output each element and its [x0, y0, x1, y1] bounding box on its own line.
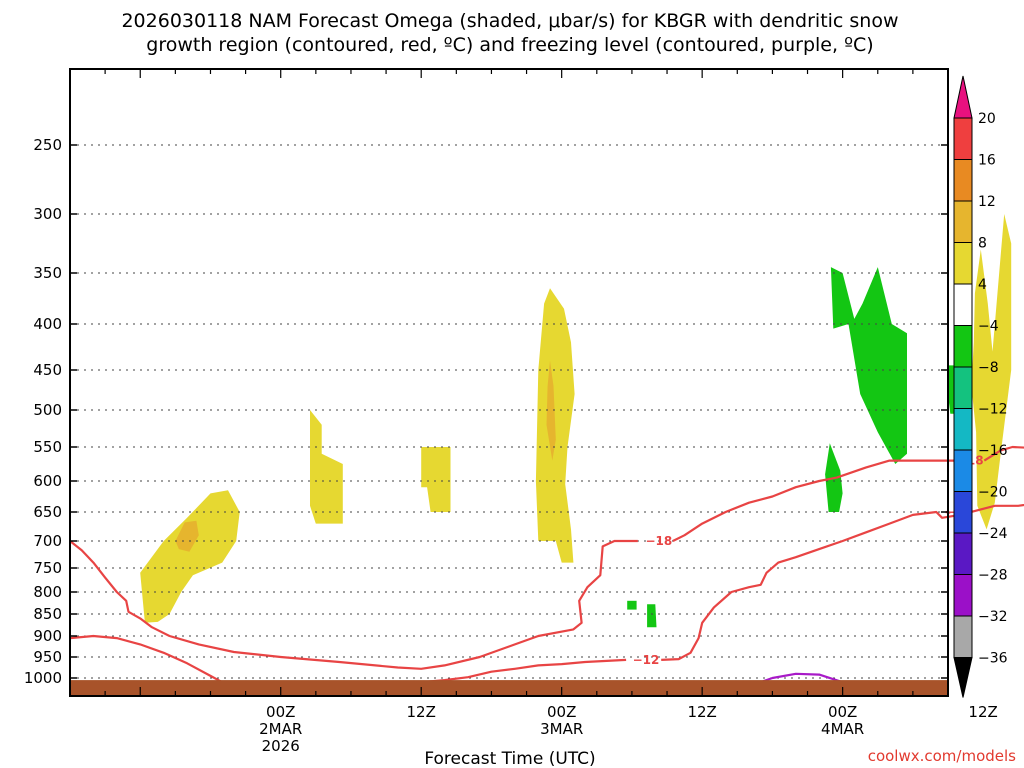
colorbar-tick-8: −16: [978, 443, 1008, 459]
colorbar-tick-9: −20: [978, 485, 1008, 501]
colorbar-seg-9: [953, 449, 973, 492]
colorbar-tick-7: −12: [978, 402, 1008, 418]
colorbar-seg-2: [953, 159, 973, 202]
colorbar-seg-8: [953, 408, 973, 451]
contour--18c: [983, 445, 1024, 462]
terrain: [70, 680, 948, 696]
ytick-label-800: 800: [33, 583, 62, 601]
colorbar-tick-1: 16: [978, 153, 996, 169]
plot-frame: [69, 68, 949, 697]
colorbar-tick-2: 12: [978, 194, 996, 210]
terrain-fill: [70, 680, 948, 696]
colorbar-seg-11: [953, 532, 973, 575]
colorbar-seg-13: [953, 615, 973, 658]
contour--12: [69, 634, 223, 684]
omega-region-10: [647, 604, 657, 628]
colorbar-seg-1: [953, 117, 973, 160]
colorbar-seg-5: [953, 283, 973, 326]
colorbar-seg-4: [953, 242, 973, 285]
colorbar-tick-11: −28: [978, 568, 1008, 584]
ytick-label-300: 300: [33, 205, 62, 223]
colorbar-tick-5: −4: [978, 319, 999, 335]
contour-label--12: −12: [633, 653, 660, 667]
colorbar-bottom-arrow: [953, 657, 973, 698]
credit-text: coolwx.com/models: [868, 747, 1016, 765]
colorbar-tick-3: 8: [978, 236, 987, 252]
xtick-label-24-0: 00Z: [547, 703, 576, 721]
ytick-label-250: 250: [33, 136, 62, 154]
x-axis-label: Forecast Time (UTC): [424, 749, 595, 768]
chart-title-line2: growth region (contoured, red, ºC) and f…: [146, 34, 873, 56]
ytick-label-600: 600: [33, 472, 62, 490]
x-axis: 00Z2MAR202612Z00Z3MAR12Z00Z4MAR12Z00Z5MA…: [69, 69, 998, 755]
ytick-label-400: 400: [33, 315, 62, 333]
colorbar-tick-4: 4: [978, 277, 987, 293]
colorbar-seg-12: [953, 574, 973, 617]
xtick-label-0-1: 2MAR: [259, 720, 302, 738]
ytick-label-550: 550: [33, 438, 62, 456]
colorbar-tick-12: −32: [978, 609, 1008, 625]
ytick-label-500: 500: [33, 401, 62, 419]
omega-region-1: [175, 520, 199, 552]
omega-region-6: [830, 267, 907, 464]
colorbar-seg-6: [953, 325, 973, 368]
ytick-label-450: 450: [33, 361, 62, 379]
xtick-label-36-0: 12Z: [687, 703, 716, 721]
omega-region-9: [627, 600, 637, 610]
contours: −18−18−12−120: [69, 445, 1024, 686]
contour--18: [69, 539, 638, 670]
omega-region-0: [140, 490, 240, 623]
ytick-label-350: 350: [33, 264, 62, 282]
ytick-label-650: 650: [33, 503, 62, 521]
omega-region-4: [535, 288, 575, 563]
ytick-label-900: 900: [33, 627, 62, 645]
omega-region-3: [421, 447, 451, 512]
ytick-label-1000: 1000: [24, 669, 62, 687]
chart-title-line1: 2026030118 NAM Forecast Omega (shaded, μ…: [121, 10, 898, 32]
colorbar-tick-10: −24: [978, 526, 1008, 542]
ytick-label-850: 850: [33, 605, 62, 623]
plot-area: −18−18−12−120: [69, 68, 1024, 697]
xtick-label-12-0: 12Z: [407, 703, 436, 721]
xtick-label-60-0: 12Z: [968, 703, 997, 721]
ytick-label-700: 700: [33, 532, 62, 550]
xtick-label-0-0: 00Z: [266, 703, 295, 721]
colorbar: 20 16 12 8 4 −4 −8 −12 −16 −20 −24 −28 −32 −36: [953, 75, 1008, 698]
plot-background: [70, 69, 948, 696]
contour-label--18: −18: [645, 534, 672, 548]
xtick-label-0-2: 2026: [262, 737, 300, 755]
xtick-label-48-1: 4MAR: [821, 720, 864, 738]
omega-region-5: [546, 360, 556, 461]
xtick-label-24-1: 3MAR: [540, 720, 583, 738]
colorbar-tick-13: −36: [978, 651, 1008, 667]
colorbar-seg-3: [953, 200, 973, 243]
contour--12c: [661, 503, 1024, 661]
contour--18b: [672, 459, 958, 542]
colorbar-tick-0: 20: [978, 111, 996, 127]
colorbar-tick-6: −8: [978, 360, 999, 376]
omega-region-11: [971, 214, 1012, 530]
xtick-label-48-0: 00Z: [828, 703, 857, 721]
y-axis: 1000 950 900 850 800 750 700 650 600 550 500 450 400…: [24, 136, 948, 687]
omega-region-2: [310, 410, 343, 524]
ytick-label-750: 750: [33, 559, 62, 577]
colorbar-seg-7: [953, 366, 973, 409]
ytick-label-950: 950: [33, 648, 62, 666]
colorbar-seg-10: [953, 491, 973, 534]
colorbar-top-arrow: [953, 75, 973, 119]
